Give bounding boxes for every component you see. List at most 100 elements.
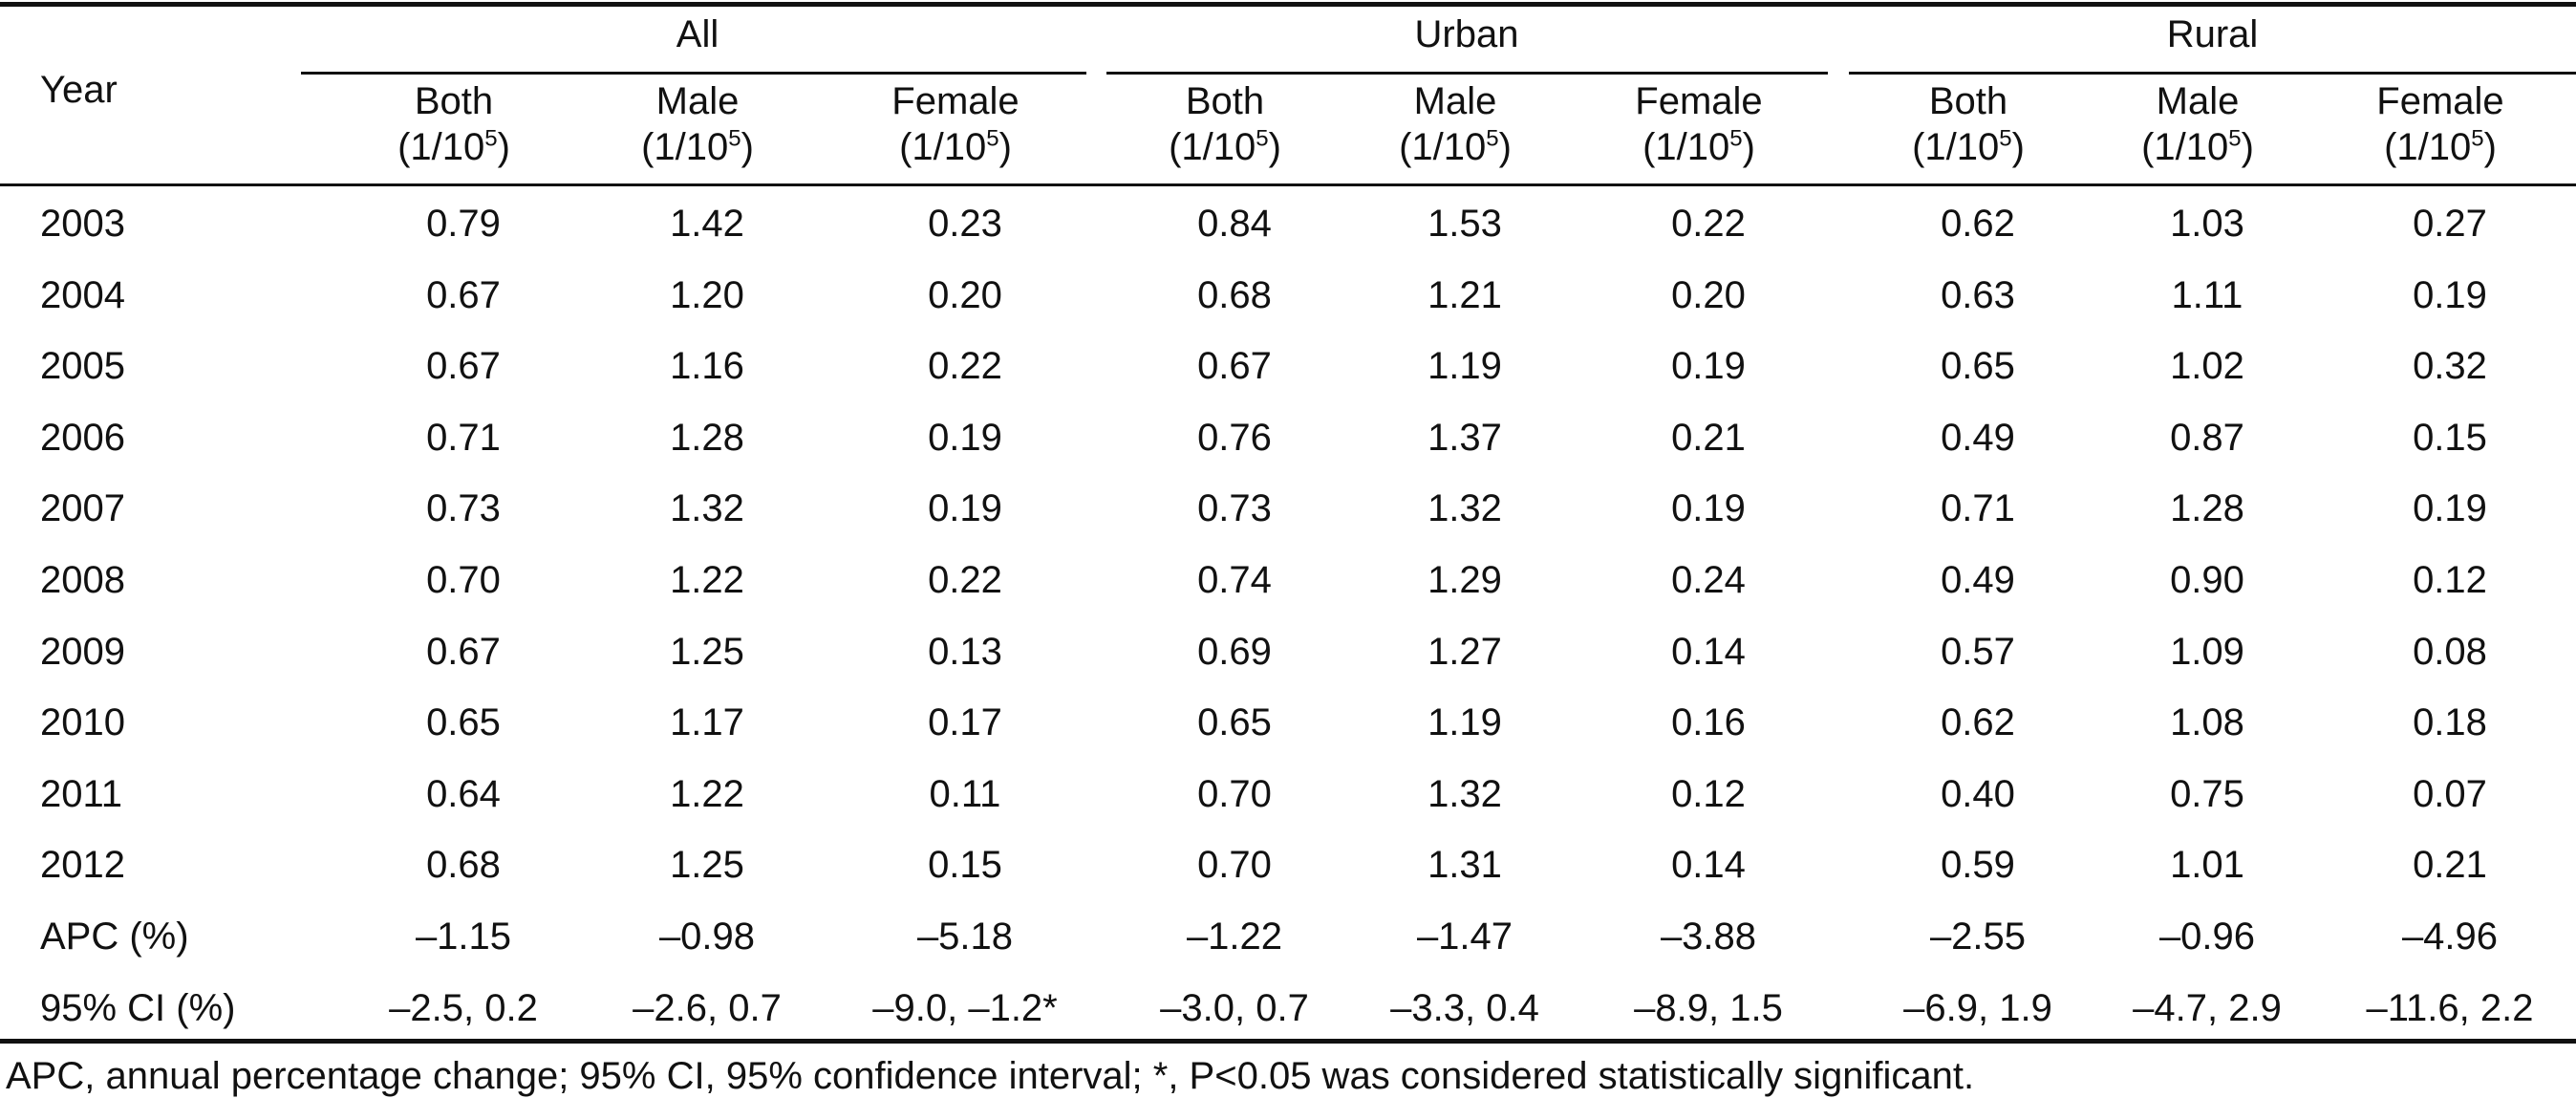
table-cell: 0.67: [426, 345, 501, 388]
table-row: 2009 0.67 1.25 0.13 0.69 1.27 0.14 0.57 1.09 0.08: [0, 619, 2576, 691]
subheader-rural-both: Both (1/105): [1912, 80, 2025, 168]
table-cell: 0.73: [1197, 487, 1272, 530]
row-label: 95% CI (%): [40, 986, 236, 1029]
table-cell: 0.15: [928, 844, 1002, 887]
row-label: 2010: [40, 701, 125, 744]
table-cell: 0.19: [2413, 487, 2487, 530]
table-row: 2007 0.73 1.32 0.19 0.73 1.32 0.19 0.71 1.28 0.19: [0, 476, 2576, 548]
table-cell: 0.15: [2413, 416, 2487, 459]
table-cell: 1.28: [2170, 487, 2244, 530]
table-cell: 0.14: [1671, 630, 1746, 673]
table-cell: –5.18: [916, 915, 1014, 958]
table-cell: 1.09: [2170, 630, 2244, 673]
table-cell: 1.28: [670, 416, 744, 459]
table-cell: 0.22: [928, 559, 1002, 601]
table-cell: 0.63: [1941, 273, 2015, 316]
table-cell: 0.68: [1197, 273, 1272, 316]
table-cell: 0.11: [929, 772, 1001, 815]
row-label: 2004: [40, 273, 125, 316]
table-cell: 0.23: [928, 203, 1002, 245]
table-row: 95% CI (%) –2.5, 0.2 –2.6, 0.7 –9.0, –1.2* –…: [0, 976, 2576, 1047]
group-header-rural: Rural: [2166, 13, 2259, 55]
top-rule: [0, 2, 2576, 7]
subheader-rural-female: Female (1/105): [2376, 80, 2504, 168]
table-cell: 0.27: [2413, 203, 2487, 245]
table-cell: 0.71: [1941, 487, 2015, 530]
group-rule-urban: [1106, 72, 1828, 75]
table-cell: –3.88: [1660, 915, 1757, 958]
table-cell: –4.7, 2.9: [2133, 986, 2282, 1029]
table-cell: 1.32: [670, 487, 744, 530]
table-row: 2006 0.71 1.28 0.19 0.76 1.37 0.21 0.49 0.87 0.15: [0, 405, 2576, 477]
table-cell: 1.03: [2170, 203, 2244, 245]
table-cell: –0.98: [658, 915, 756, 958]
table-cell: –6.9, 1.9: [1903, 986, 2052, 1029]
table-cell: –11.6, 2.2: [2366, 986, 2534, 1029]
table-cell: 0.76: [1197, 416, 1272, 459]
table-row: 2012 0.68 1.25 0.15 0.70 1.31 0.14 0.59 1.01 0.21: [0, 832, 2576, 904]
table-footnote: APC, annual percentage change; 95% CI, 9…: [6, 1055, 1975, 1097]
table-cell: 0.59: [1941, 844, 2015, 887]
table-cell: 0.49: [1941, 416, 2015, 459]
table-cell: 0.20: [928, 273, 1002, 316]
table-cell: 0.24: [1671, 559, 1746, 601]
table-cell: 0.67: [426, 630, 501, 673]
table-cell: 0.62: [1941, 701, 2015, 744]
table-cell: –1.22: [1186, 915, 1283, 958]
table-cell: 0.12: [1671, 772, 1746, 815]
table-cell: 0.18: [2413, 701, 2487, 744]
table-cell: 0.19: [1671, 487, 1746, 530]
table-cell: 0.07: [2413, 772, 2487, 815]
table-row: APC (%) –1.15 –0.98 –5.18 –1.22 –1.47 –3.88 –2.…: [0, 904, 2576, 976]
table-cell: 1.22: [670, 559, 744, 601]
table-cell: 1.29: [1428, 559, 1502, 601]
table-cell: 0.12: [2413, 559, 2487, 601]
group-header-urban: Urban: [1414, 13, 1519, 55]
table-row: 2004 0.67 1.20 0.20 0.68 1.21 0.20 0.63 1.11 0.19: [0, 263, 2576, 334]
table-cell: 0.17: [928, 701, 1002, 744]
table-cell: 1.20: [670, 273, 744, 316]
table-cell: 0.19: [2413, 273, 2487, 316]
table-cell: 0.13: [928, 630, 1002, 673]
table-cell: 1.32: [1428, 772, 1502, 815]
table-cell: 0.70: [1197, 772, 1272, 815]
table-cell: 0.19: [1671, 345, 1746, 388]
table-cell: –8.9, 1.5: [1634, 986, 1783, 1029]
table-cell: 0.19: [928, 487, 1002, 530]
table-cell: 1.25: [670, 844, 744, 887]
table-cell: 0.69: [1197, 630, 1272, 673]
row-label: 2007: [40, 487, 125, 530]
table-cell: 1.32: [1428, 487, 1502, 530]
table-cell: 0.21: [1671, 416, 1746, 459]
group-header-all: All: [676, 13, 719, 55]
table-cell: 0.90: [2170, 559, 2244, 601]
table-cell: 0.73: [426, 487, 501, 530]
table-cell: 0.67: [426, 273, 501, 316]
table-cell: 1.16: [670, 345, 744, 388]
table-cell: –1.47: [1416, 915, 1513, 958]
table-cell: 0.70: [426, 559, 501, 601]
table-cell: 0.65: [1197, 701, 1272, 744]
table-cell: –2.6, 0.7: [633, 986, 782, 1029]
row-label: 2011: [40, 772, 123, 815]
bottom-rule: [0, 1039, 2576, 1044]
group-rule-all: [301, 72, 1086, 75]
table-row: 2003 0.79 1.42 0.23 0.84 1.53 0.22 0.62 1.03 0.27: [0, 191, 2576, 263]
table-cell: 0.20: [1671, 273, 1746, 316]
table-cell: 0.68: [426, 844, 501, 887]
table-cell: –0.96: [2158, 915, 2256, 958]
row-label: 2005: [40, 345, 125, 388]
table-cell: 1.42: [670, 203, 744, 245]
header-rule: [0, 183, 2576, 186]
subheader-all-female: Female (1/105): [891, 80, 1020, 168]
table-cell: 0.74: [1197, 559, 1272, 601]
subheader-all-both: Both (1/105): [397, 80, 510, 168]
table-cell: –2.55: [1929, 915, 2027, 958]
table-cell: 0.79: [426, 203, 501, 245]
table-cell: 1.21: [1428, 273, 1502, 316]
table-cell: 0.21: [2413, 844, 2487, 887]
row-label: 2006: [40, 416, 125, 459]
table-cell: 1.31: [1428, 844, 1502, 887]
row-label: APC (%): [40, 915, 189, 958]
table-cell: –2.5, 0.2: [389, 986, 538, 1029]
